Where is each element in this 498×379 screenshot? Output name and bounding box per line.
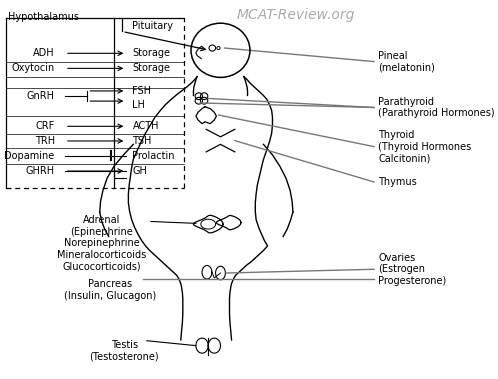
Text: Prolactin: Prolactin [132,150,175,161]
Text: GnRH: GnRH [27,91,55,101]
Text: MCAT-Review.org: MCAT-Review.org [237,8,356,22]
Text: Storage: Storage [132,63,170,74]
Text: Testis
(Testosterone): Testis (Testosterone) [90,340,159,362]
Text: Pancreas
(Insulin, Glucagon): Pancreas (Insulin, Glucagon) [64,279,156,301]
Text: Dopamine: Dopamine [4,150,55,161]
Text: Ovaries
(Estrogen
Progesterone): Ovaries (Estrogen Progesterone) [378,253,446,286]
Text: Adrenal
(Epinephrine
Norepinephrine
Mineralocorticoids
Glucocorticoids): Adrenal (Epinephrine Norepinephrine Mine… [57,215,146,271]
Text: CRF: CRF [35,121,55,131]
Text: Thyroid
(Thyroid Hormones
Calcitonin): Thyroid (Thyroid Hormones Calcitonin) [378,130,472,163]
Text: Thymus: Thymus [378,177,417,187]
Text: Pituitary: Pituitary [132,21,173,31]
Text: TRH: TRH [34,136,55,146]
Text: ACTH: ACTH [132,121,159,131]
Text: GH: GH [132,166,147,176]
Text: LH: LH [132,100,145,110]
Text: Pineal
(melatonin): Pineal (melatonin) [378,51,435,72]
Text: GHRH: GHRH [25,166,55,176]
Text: ADH: ADH [33,48,55,58]
Text: Storage: Storage [132,48,170,58]
Text: Hypothalamus: Hypothalamus [8,12,79,22]
Text: FSH: FSH [132,86,151,96]
Text: TSH: TSH [132,136,152,146]
Text: Parathyroid
(Parathyroid Hormones): Parathyroid (Parathyroid Hormones) [378,97,495,118]
Text: Oxytocin: Oxytocin [11,63,55,74]
